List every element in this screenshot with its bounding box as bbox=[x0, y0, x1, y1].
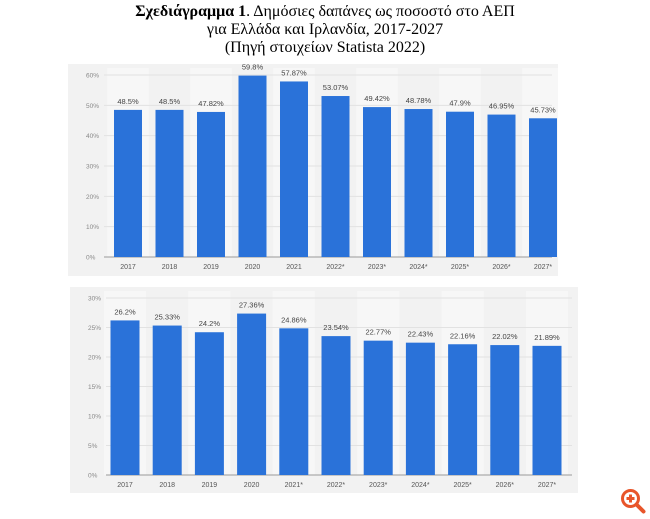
bar-2025* bbox=[446, 111, 474, 257]
y-tick-label: 10% bbox=[86, 224, 99, 231]
data-label: 48.78% bbox=[406, 96, 432, 105]
x-tick-label: 2024* bbox=[411, 482, 430, 489]
bar-2025* bbox=[448, 344, 478, 475]
bar-2020 bbox=[237, 313, 267, 475]
data-label: 46.95% bbox=[489, 102, 515, 111]
data-label: 25.33% bbox=[154, 313, 180, 322]
x-tick-label: 2018 bbox=[162, 264, 178, 271]
data-label: 27.36% bbox=[239, 301, 265, 310]
figure-title: Σχεδιάγραμμα 1. Δημόσιες δαπάνες ως ποσο… bbox=[0, 4, 650, 20]
x-tick-label: 2020 bbox=[245, 264, 261, 271]
data-label: 21.89% bbox=[534, 333, 560, 342]
x-tick-label: 2021* bbox=[285, 482, 304, 489]
data-label: 26.2% bbox=[114, 307, 136, 316]
x-tick-label: 2017 bbox=[117, 482, 133, 489]
bar-2018 bbox=[152, 325, 182, 475]
bar-2024* bbox=[405, 342, 435, 475]
bar-2019 bbox=[197, 111, 225, 257]
data-label: 24.2% bbox=[199, 319, 221, 328]
y-tick-label: 60% bbox=[86, 73, 99, 80]
x-tick-label: 2018 bbox=[159, 482, 175, 489]
data-label: 47.82% bbox=[198, 99, 224, 108]
x-tick-label: 2020 bbox=[244, 482, 260, 489]
data-label: 22.43% bbox=[408, 330, 434, 339]
y-tick-label: 0% bbox=[86, 255, 96, 262]
x-tick-label: 2019 bbox=[203, 264, 219, 271]
y-tick-label: 30% bbox=[86, 164, 99, 171]
bar-2022* bbox=[321, 96, 350, 257]
bar-2021 bbox=[280, 81, 308, 257]
x-tick-label: 2022* bbox=[326, 264, 345, 271]
y-tick-label: 5% bbox=[88, 443, 98, 450]
bar-2024* bbox=[404, 109, 433, 257]
bar-2023* bbox=[363, 340, 393, 475]
bar-2023* bbox=[363, 107, 391, 257]
data-label: 45.73% bbox=[530, 105, 556, 114]
y-tick-label: 10% bbox=[88, 414, 101, 421]
data-label: 53.07% bbox=[323, 83, 349, 92]
y-tick-label: 30% bbox=[88, 296, 101, 303]
x-tick-label: 2025* bbox=[453, 482, 472, 489]
y-tick-label: 20% bbox=[86, 194, 99, 201]
bar-2020 bbox=[238, 75, 267, 258]
data-label: 48.5% bbox=[117, 97, 139, 106]
data-label: 57.87% bbox=[281, 68, 307, 77]
bar-2017 bbox=[114, 109, 142, 257]
x-tick-label: 2022* bbox=[327, 482, 346, 489]
x-tick-label: 2026* bbox=[496, 482, 515, 489]
bar-2022* bbox=[321, 336, 351, 475]
y-tick-label: 50% bbox=[86, 103, 99, 110]
figure-caption: . Δημόσιες δαπάνες ως ποσοστό στο ΑΕΠ bbox=[246, 3, 515, 20]
x-tick-label: 2025* bbox=[451, 264, 470, 271]
x-tick-label: 2027* bbox=[534, 264, 553, 271]
x-tick-label: 2026* bbox=[492, 264, 511, 271]
x-tick-label: 2023* bbox=[368, 264, 387, 271]
bar-2026* bbox=[487, 114, 516, 258]
x-tick-label: 2021 bbox=[286, 264, 302, 271]
x-tick-label: 2017 bbox=[120, 264, 136, 271]
bar-2027* bbox=[529, 118, 557, 257]
data-label: 22.77% bbox=[365, 328, 391, 337]
bar-2021* bbox=[279, 328, 309, 475]
chart-ireland-svg: 0% 5% 10% 15% 20% 25% 30% 26.2% 2017 25.33% 2018 24… bbox=[88, 291, 572, 489]
chart-greece: 0% 10% 20% 30% 40% 50% 60% 48.5% 2017 48.5% 2018 47… bbox=[68, 64, 558, 276]
y-tick-label: 15% bbox=[88, 384, 101, 391]
bar-2017 bbox=[110, 320, 140, 475]
data-label: 49.42% bbox=[364, 94, 390, 103]
chart-greece-svg: 0% 10% 20% 30% 40% 50% 60% 48.5% 2017 48.5% 2018 47… bbox=[86, 64, 558, 271]
bar-2026* bbox=[490, 345, 520, 475]
x-tick-label: 2019 bbox=[202, 482, 218, 489]
y-tick-label: 40% bbox=[86, 133, 99, 140]
data-label: 59.8% bbox=[242, 64, 264, 72]
bar-2027* bbox=[532, 345, 562, 475]
chart-ireland: 0% 5% 10% 15% 20% 25% 30% 26.2% 2017 25.33% 2018 24… bbox=[70, 287, 578, 493]
y-tick-label: 25% bbox=[88, 325, 101, 332]
data-label: 22.02% bbox=[492, 332, 518, 341]
bar-2018 bbox=[155, 109, 184, 257]
y-tick-label: 20% bbox=[88, 355, 101, 362]
data-label: 22.16% bbox=[450, 331, 476, 340]
figure-number: Σχεδιάγραμμα 1 bbox=[135, 3, 247, 20]
x-tick-label: 2023* bbox=[369, 482, 388, 489]
data-label: 48.5% bbox=[159, 97, 181, 106]
x-tick-label: 2027* bbox=[538, 482, 557, 489]
data-label: 23.54% bbox=[323, 323, 349, 332]
bar-2019 bbox=[194, 332, 224, 475]
y-tick-label: 0% bbox=[88, 473, 98, 480]
data-label: 47.9% bbox=[449, 99, 471, 108]
x-tick-label: 2024* bbox=[409, 264, 428, 271]
figure-source: (Πηγή στοιχείων Statista 2022) bbox=[224, 39, 426, 56]
zoom-in-icon[interactable] bbox=[620, 488, 646, 514]
figure-subtitle: για Ελλάδα και Ιρλανδία, 2017-2027 bbox=[206, 21, 444, 38]
data-label: 24.86% bbox=[281, 315, 307, 324]
